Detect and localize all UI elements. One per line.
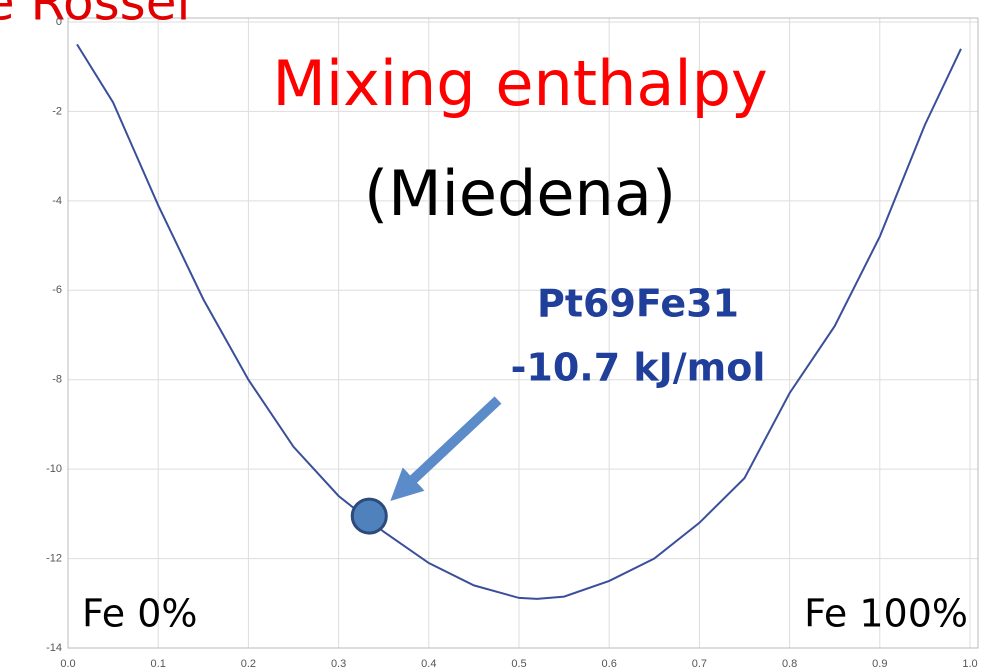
curve [76,43,962,600]
y-tick-label: -10 [46,463,62,475]
y-tick-label: -12 [46,552,62,564]
y-tick-label: 0 [56,16,62,28]
annotation: Fe 100% [804,592,968,636]
x-tick-label: 0.6 [602,658,617,670]
plot-frame [67,17,979,649]
heading: le Rössel [0,0,190,32]
x-tick-label: 0.4 [421,658,436,670]
x-tick-label: 0.8 [782,658,797,670]
x-tick-label: 0.0 [60,658,75,670]
y-tick-label: -6 [52,284,62,296]
x-tick-label: 0.9 [872,658,887,670]
chart-title: Mixing enthalpy [272,47,767,120]
x-tick-label: 0.5 [511,658,526,670]
chart-subtitle: (Miedena) [364,157,676,230]
x-tick-label: 0.2 [241,658,256,670]
arrow [390,396,502,501]
y-tick-label: -8 [52,374,62,386]
x-tick-label: 0.1 [151,658,166,670]
annotation: Fe 0% [82,592,198,636]
x-tick-label: 0.3 [331,658,346,670]
point [350,497,388,535]
y-tick-label: -4 [52,195,62,207]
annotation: Pt69Fe31 [537,282,739,326]
y-tick-label: -14 [46,642,62,654]
x-tick-label: 0.7 [692,658,707,670]
y-tick-label: -2 [52,105,62,117]
annotation: -10.7 kJ/mol [511,346,766,390]
x-tick-label: 1.0 [962,658,977,670]
